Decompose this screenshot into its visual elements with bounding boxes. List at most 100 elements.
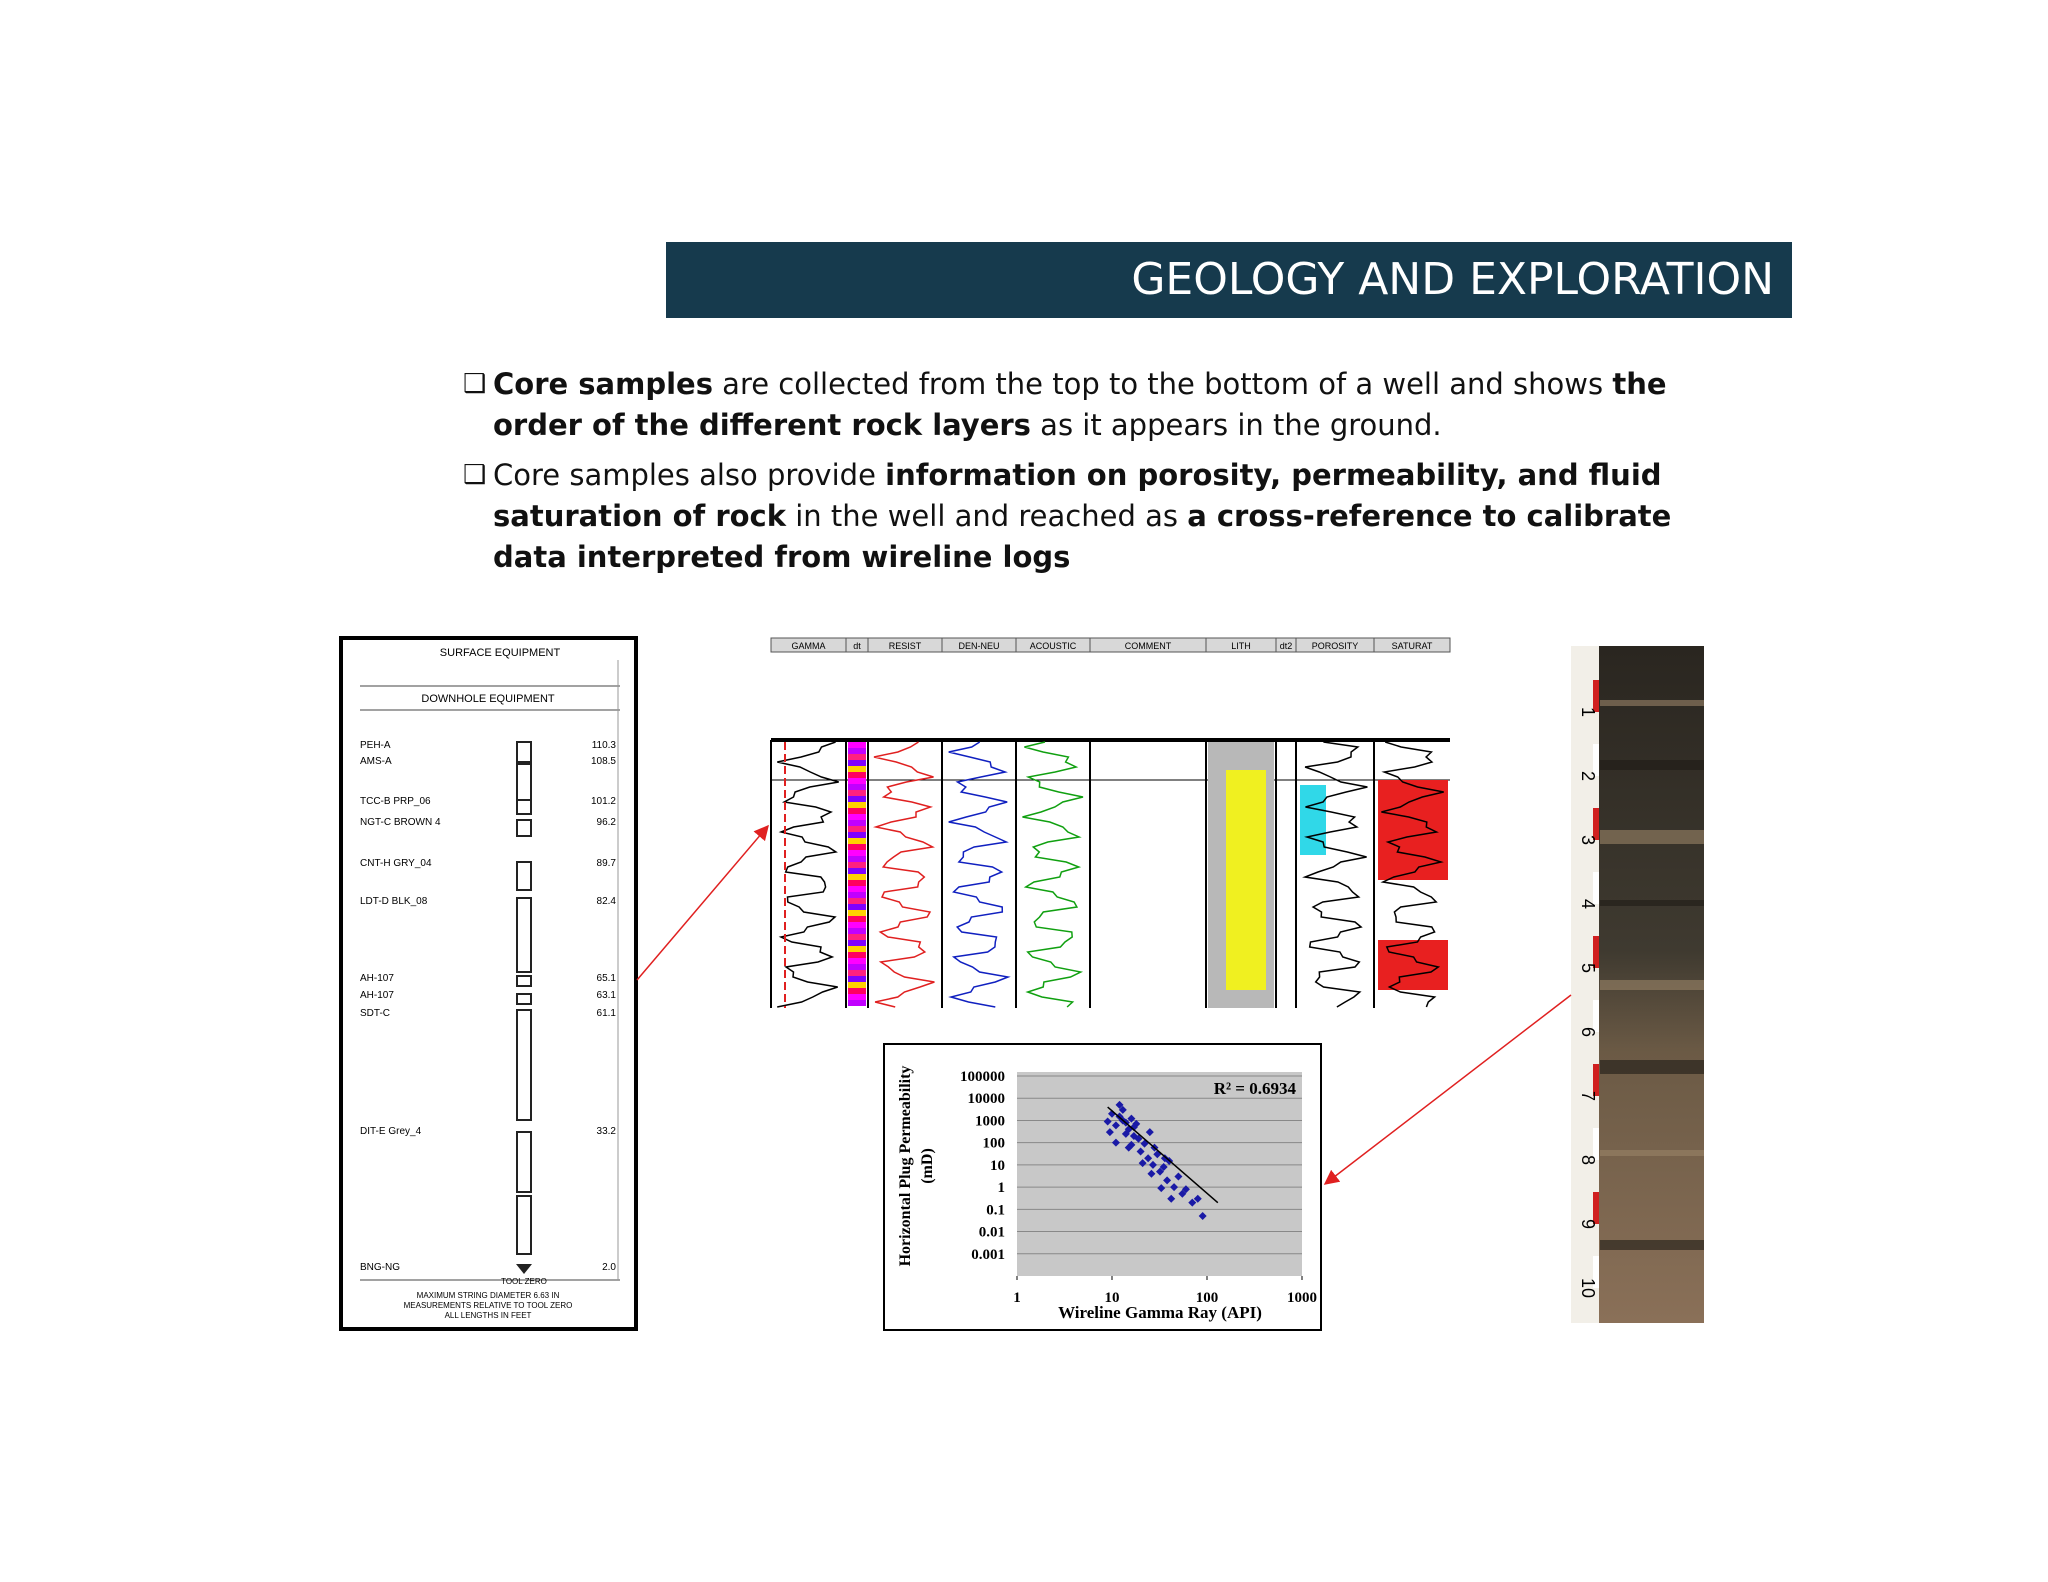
core-layer (1600, 900, 1704, 906)
bullet-text: a cross-reference to calibrate data inte… (493, 499, 1672, 574)
dt-band (848, 982, 866, 988)
tool-depth: 65.1 (597, 973, 617, 984)
tool-depth: 101.2 (591, 796, 616, 807)
track-label: GAMMA (791, 641, 825, 651)
core-layer (1600, 1150, 1704, 1156)
ruler-number: 5 (1578, 963, 1598, 973)
x-axis-title: Wireline Gamma Ray (API) (1058, 1303, 1262, 1322)
dt-band (848, 916, 866, 922)
ruler-seg (1593, 680, 1599, 712)
arrow (636, 824, 769, 981)
ruler-number: 1 (1578, 707, 1598, 717)
dt-band (848, 868, 866, 874)
ruler-seg (1593, 1128, 1599, 1160)
dt-band (848, 1000, 866, 1006)
data-point (1118, 1105, 1127, 1114)
bullet-text: the order of the different rock layers (493, 367, 1667, 442)
y-tick-label: 0.01 (979, 1225, 1005, 1241)
tool-depth: 89.7 (597, 858, 617, 869)
y-tick-label: 1000 (975, 1113, 1005, 1129)
log-curve (948, 741, 1011, 1008)
header-title: GEOLOGY AND EXPLORATION (1131, 254, 1774, 305)
header-bar: GEOLOGY AND EXPLORATION (666, 242, 1792, 318)
data-point (1174, 1172, 1183, 1181)
tool-depth: 82.4 (597, 896, 617, 907)
x-tick-label: 1000 (1287, 1290, 1317, 1306)
data-point (1178, 1189, 1187, 1198)
tool-name: BNG-NG (360, 1262, 400, 1273)
dt-band (848, 976, 866, 982)
ruler-number: 2 (1578, 771, 1598, 781)
track-header (1373, 637, 1451, 653)
bullet: Core samples are collected from the top … (463, 364, 1733, 446)
dt-band (848, 856, 866, 862)
data-point (1144, 1154, 1153, 1163)
tool-depth: 110.3 (592, 740, 617, 751)
data-point (1157, 1184, 1166, 1193)
data-point (1111, 1138, 1120, 1147)
dt-band (848, 844, 866, 850)
dt-band (848, 760, 866, 766)
track-label: COMMENT (1125, 641, 1172, 651)
ruler-seg (1593, 1064, 1599, 1096)
track-label: POROSITY (1312, 641, 1359, 651)
tool-depth: 33.2 (597, 1126, 617, 1137)
x-tick-label: 10 (1105, 1290, 1120, 1306)
data-point (1181, 1185, 1190, 1194)
dt-band (848, 946, 866, 952)
footer-note: ALL LENGTHS IN FEET (445, 1311, 532, 1320)
dt-band (848, 796, 866, 802)
tool-body (516, 763, 532, 801)
tool-body (516, 861, 532, 891)
dt-band (848, 754, 866, 760)
dt-band (848, 766, 866, 772)
y-axis-title: (mD) (919, 1148, 936, 1184)
bullet-text: are collected from the top to the bottom… (712, 367, 1613, 401)
dt-band (848, 808, 866, 814)
dt-band (848, 874, 866, 880)
dt-band (848, 898, 866, 904)
bullet-text: Core samples (493, 367, 713, 401)
ruler-seg (1593, 872, 1599, 904)
data-point (1136, 1147, 1145, 1156)
track-label: SATURAT (1392, 641, 1433, 651)
dt-band (848, 838, 866, 844)
tool-body (516, 1009, 532, 1121)
tool-body (516, 975, 532, 987)
ruler-seg (1593, 744, 1599, 776)
y-tick-label: 0.1 (986, 1202, 1005, 1218)
dt-band (848, 742, 866, 748)
tool-name: NGT-C BROWN 4 (360, 817, 441, 828)
tool-name: AMS-A (360, 756, 392, 767)
core-layer (1600, 1060, 1704, 1074)
tool-body (516, 897, 532, 973)
ruler-seg (1593, 1256, 1599, 1288)
tool-depth: 108.5 (591, 756, 616, 767)
tool-name: CNT-H GRY_04 (360, 858, 432, 869)
dt-band (848, 964, 866, 970)
dt-band (848, 910, 866, 916)
sat-fill (1378, 780, 1448, 880)
dt-band (848, 886, 866, 892)
data-point (1138, 1159, 1147, 1168)
bullet-text: information on porosity, permeability, a… (493, 458, 1662, 533)
data-point (1159, 1163, 1168, 1172)
ruler-seg (1593, 936, 1599, 968)
log-panel (771, 638, 1450, 1008)
data-point (1121, 1129, 1130, 1138)
log-curve (1022, 741, 1084, 1008)
ruler-number: 4 (1578, 899, 1598, 909)
tool-frame (339, 636, 638, 1331)
dt-band (848, 778, 866, 784)
core-layer (1600, 980, 1704, 990)
ruler-seg (1593, 1192, 1599, 1224)
ruler-number: 7 (1578, 1091, 1598, 1101)
bullet-list: Core samples are collected from the top … (463, 364, 1733, 587)
data-point (1155, 1167, 1164, 1176)
tool-name: SDT-C (360, 1008, 390, 1019)
x-tick-label: 1 (1013, 1290, 1021, 1306)
tool-body (516, 1131, 532, 1193)
core-layer (1600, 830, 1704, 844)
dt-band (848, 820, 866, 826)
